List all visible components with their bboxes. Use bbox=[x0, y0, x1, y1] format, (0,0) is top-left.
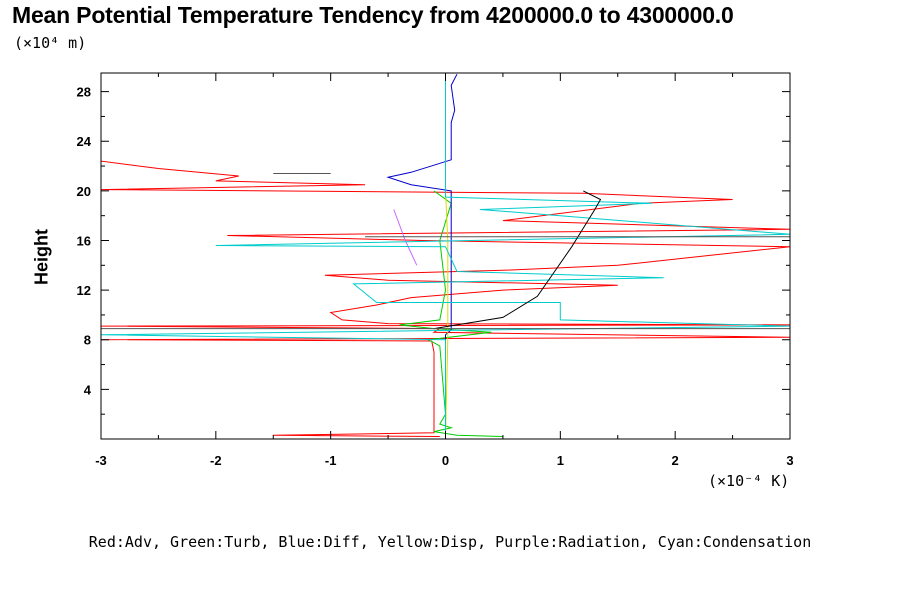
x-tick-label: -2 bbox=[210, 453, 222, 468]
y-tick-label: 24 bbox=[77, 134, 92, 149]
x-axis-unit-label: (×10⁻⁴ K) bbox=[708, 472, 790, 490]
y-tick-label: 4 bbox=[84, 382, 92, 397]
y-tick-label: 16 bbox=[77, 233, 91, 248]
legend: Red:Adv, Green:Turb, Blue:Diff, Yellow:D… bbox=[88, 533, 812, 551]
x-tick-label: -3 bbox=[95, 453, 107, 468]
y-tick-label: 12 bbox=[77, 283, 91, 298]
x-tick-label: 1 bbox=[557, 453, 564, 468]
x-tick-label: 3 bbox=[786, 453, 793, 468]
series-line-1 bbox=[399, 190, 503, 437]
x-tick-label: -1 bbox=[325, 453, 337, 468]
series-line-0 bbox=[100, 72, 791, 437]
x-tick-label: 2 bbox=[672, 453, 679, 468]
series-line-4 bbox=[393, 209, 418, 266]
y-tick-label: 20 bbox=[77, 184, 91, 199]
series-line-6 bbox=[433, 190, 602, 330]
series-line-5 bbox=[100, 74, 791, 437]
y-tick-label: 8 bbox=[84, 333, 91, 348]
series-layer bbox=[100, 72, 791, 437]
y-axis-unit-label: (×10⁴ m) bbox=[14, 34, 87, 52]
series-line-3 bbox=[445, 190, 449, 437]
y-tick-label: 28 bbox=[77, 85, 91, 100]
x-tick-label: 0 bbox=[442, 453, 449, 468]
chart-title: Mean Potential Temperature Tendency from… bbox=[12, 2, 734, 28]
